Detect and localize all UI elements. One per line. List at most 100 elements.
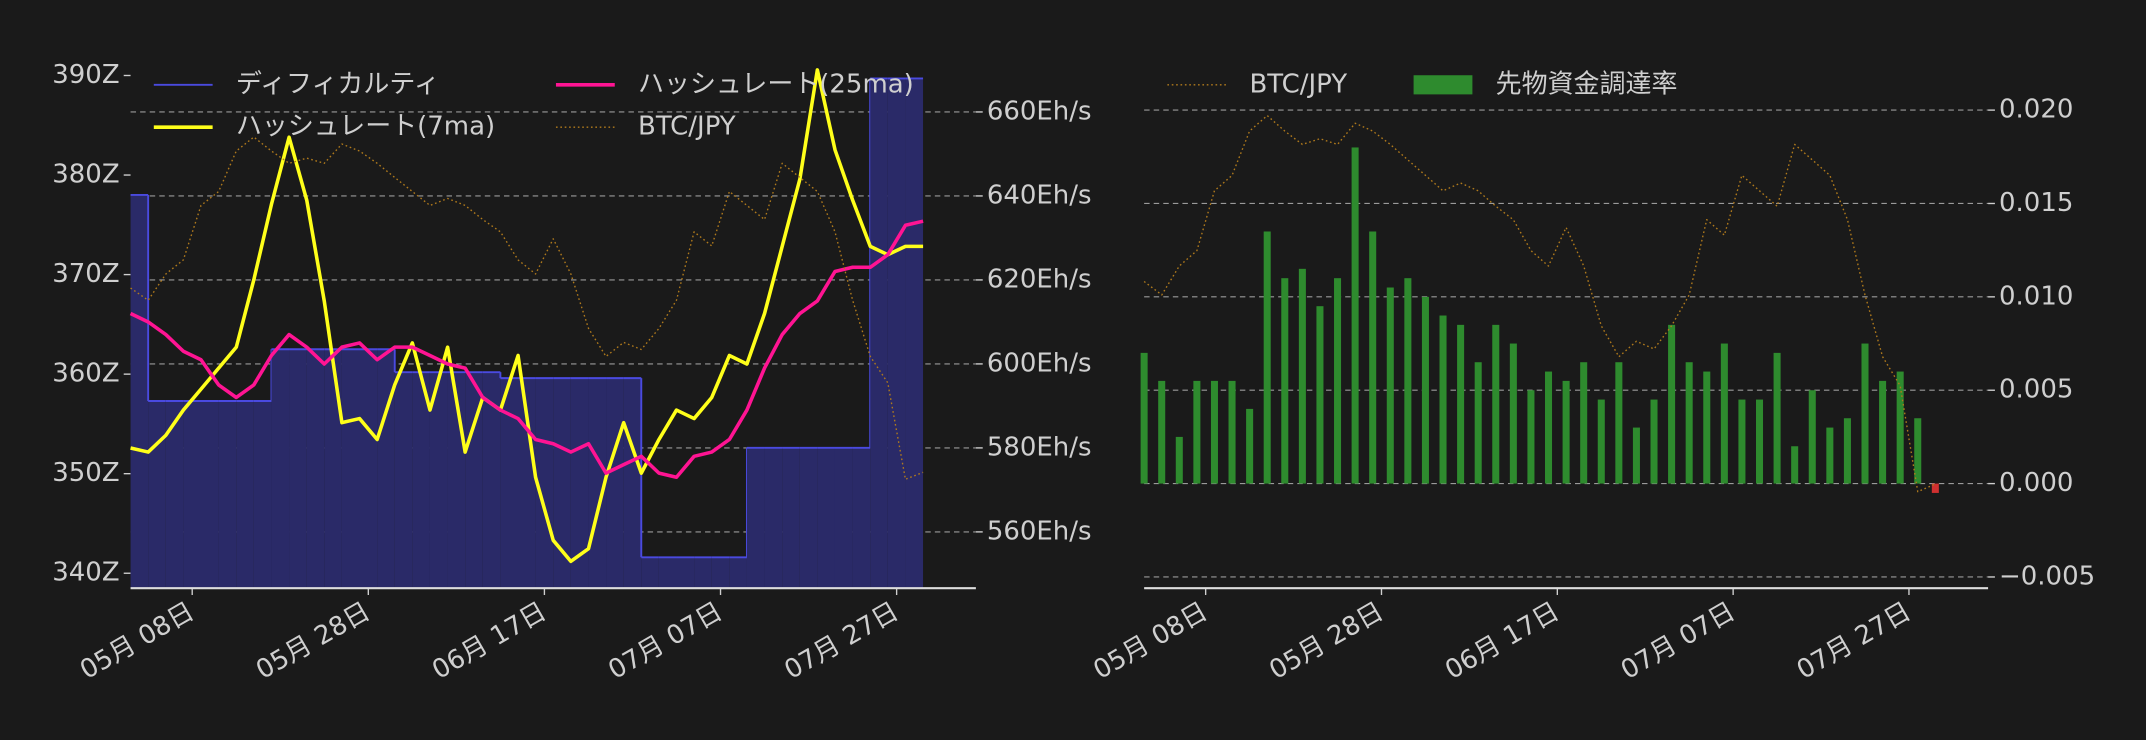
step-area [271, 349, 290, 589]
line [129, 219, 924, 480]
y2-tick-label: 640Eh/s [987, 180, 1092, 210]
bar [1509, 343, 1517, 484]
bar [1896, 371, 1904, 484]
step-area [553, 378, 571, 589]
y-tick-label: 370Z [52, 259, 119, 289]
bar [1914, 418, 1922, 484]
step-area [359, 349, 378, 589]
bar [1773, 352, 1781, 484]
step-area [183, 401, 202, 589]
bar [1545, 371, 1553, 484]
y2-tick-label: 0.020 [1999, 95, 2073, 125]
bar [1580, 362, 1588, 484]
step-area [289, 349, 307, 589]
bar [1615, 362, 1623, 484]
step-area [518, 378, 536, 589]
bar [1931, 483, 1939, 493]
bar [1861, 343, 1869, 484]
y2-tick-label: 0.015 [1999, 188, 2073, 218]
step-area [253, 401, 272, 589]
bar [1668, 324, 1676, 484]
line [130, 68, 924, 564]
bar [1826, 427, 1834, 484]
y2-tick-label: 580Eh/s [987, 432, 1092, 462]
step-area [694, 557, 712, 589]
y2-tick-label: 0.005 [1999, 375, 2073, 405]
bar [1228, 380, 1236, 484]
step-area [201, 401, 219, 589]
step-area [341, 349, 360, 589]
step-area [412, 372, 430, 589]
step-area [887, 78, 906, 589]
step-area [623, 378, 642, 589]
step-area [658, 557, 677, 589]
bar [1369, 231, 1377, 484]
step-area [306, 349, 325, 589]
y-tick-label: 340Z [52, 558, 119, 588]
bar [1755, 399, 1764, 484]
bar [1263, 231, 1271, 484]
bar [1386, 287, 1394, 484]
step-area [799, 447, 818, 589]
y-tick-label: 360Z [52, 359, 119, 389]
bar [1879, 380, 1887, 484]
bar [1720, 343, 1728, 484]
bar [1650, 399, 1658, 484]
bar [1527, 390, 1535, 484]
y2-tick-label: −0.005 [1999, 561, 2095, 591]
step-area [764, 447, 783, 589]
step-area [711, 557, 730, 589]
bar [1791, 446, 1799, 484]
step-area [394, 372, 413, 589]
step-area [482, 372, 501, 589]
step-area [500, 378, 518, 589]
y-tick-label: 350Z [52, 458, 119, 488]
bar [1140, 352, 1148, 484]
legend-label: BTC/JPY [1249, 69, 1347, 99]
bar [1281, 278, 1289, 484]
bar [1210, 380, 1218, 484]
y2-tick-label: 0.000 [1999, 468, 2073, 498]
bar [1562, 380, 1570, 484]
legend-label: ディフィカルティ [236, 69, 440, 99]
step-area [377, 349, 395, 589]
y-tick-label: 390Z [52, 60, 119, 90]
bar [1246, 408, 1254, 484]
step-area [782, 447, 800, 589]
step-area [236, 401, 254, 589]
legend-label: ハッシュレート(25ma) [638, 69, 914, 99]
step-area [570, 378, 589, 589]
bar [1685, 362, 1693, 484]
bar [1175, 436, 1183, 484]
y-tick-label: 380Z [52, 160, 119, 190]
step-area [817, 447, 835, 589]
step-area [870, 78, 888, 589]
bar [1421, 296, 1429, 484]
bar [1193, 380, 1201, 484]
step-area [852, 447, 871, 589]
bar [1632, 427, 1640, 484]
bar [1474, 362, 1482, 484]
bar [1843, 418, 1851, 484]
y2-tick-label: 600Eh/s [987, 348, 1092, 378]
step-area [676, 557, 695, 589]
bar [1158, 380, 1166, 484]
step-area [130, 194, 149, 589]
y2-tick-label: 660Eh/s [987, 96, 1092, 126]
bar [1492, 324, 1500, 484]
bar [1738, 399, 1746, 484]
step-area [218, 401, 237, 589]
y2-tick-label: 620Eh/s [987, 264, 1092, 294]
bar [1404, 278, 1412, 484]
bar [1298, 268, 1306, 484]
bar [1439, 315, 1447, 484]
step-area [165, 401, 184, 589]
step-area [324, 349, 342, 589]
step-area [535, 378, 554, 589]
y2-tick-label: 0.010 [1999, 281, 2073, 311]
step-area [465, 372, 483, 589]
legend-label: 先物資金調達率 [1496, 69, 1678, 99]
step-area [729, 557, 747, 589]
